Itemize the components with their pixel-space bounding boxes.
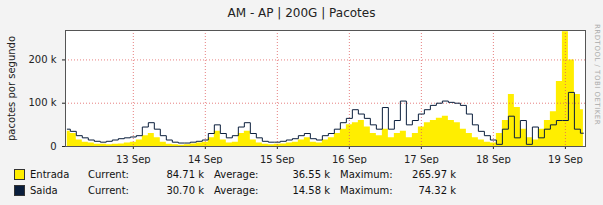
svg-text:19 Sep: 19 Sep <box>548 154 583 164</box>
html-text:RRDTOOL / TOBI OETIKER: RRDTOOL / TOBI OETIKER <box>593 24 601 126</box>
html-text:84.71 k: 84.71 k <box>166 168 204 180</box>
svg-text:0: 0 <box>50 141 56 152</box>
svg-text:100 k: 100 k <box>28 97 56 108</box>
html-text:36.55 k: 36.55 k <box>292 168 330 180</box>
html-text:265.97 k: 265.97 k <box>412 168 456 180</box>
svg-text:14 Sep: 14 Sep <box>188 154 223 164</box>
html-text:Average:: Average: <box>214 168 259 180</box>
html-text:Current:: Current: <box>88 184 129 196</box>
html-text:Maximum:: Maximum: <box>340 168 393 180</box>
html-text:Maximum:: Maximum: <box>340 184 393 196</box>
html-text:30.70 k: 30.70 k <box>166 184 204 196</box>
svg-text:15 Sep: 15 Sep <box>260 154 295 164</box>
svg-text:18 Sep: 18 Sep <box>476 154 511 164</box>
html-text:Average:: Average: <box>214 184 259 196</box>
html-text:Current:: Current: <box>88 168 129 180</box>
html-text:AM - AP | 200G | Pacotes: AM - AP | 200G | Pacotes <box>227 6 376 20</box>
svg-text:13 Sep: 13 Sep <box>116 154 151 164</box>
svg-text:17 Sep: 17 Sep <box>404 154 439 164</box>
html-text:74.32 k: 74.32 k <box>418 184 456 196</box>
html-text:Entrada: Entrada <box>30 168 70 180</box>
svg-text:200 k: 200 k <box>28 54 56 65</box>
svg-text:pacotes por segundo: pacotes por segundo <box>6 36 17 141</box>
svg-text:16 Sep: 16 Sep <box>332 154 367 164</box>
html-text:Saida: Saida <box>30 184 58 196</box>
html-text:14.58 k: 14.58 k <box>292 184 330 196</box>
